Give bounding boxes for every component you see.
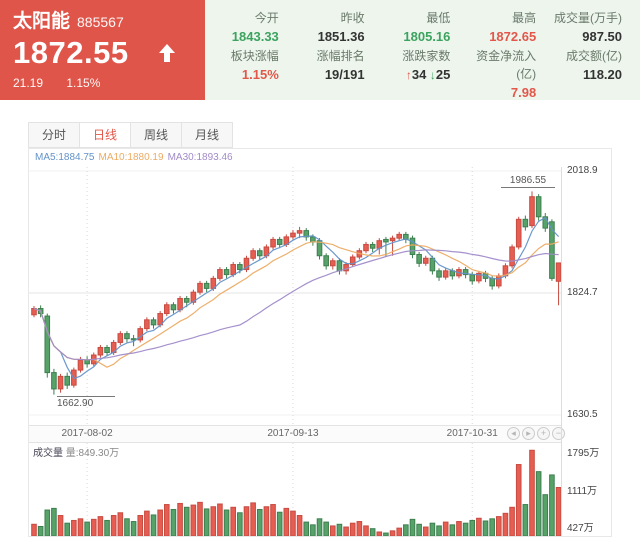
stock-name: 太阳能 — [13, 11, 71, 32]
up-arrow-icon — [158, 44, 175, 62]
up-count: 34 — [411, 67, 430, 82]
date-axis: 2017-08-02 2017-09-13 2017-10-31 — [29, 425, 561, 443]
ma-label-10: MA10:1880.19 — [98, 152, 164, 163]
price-axis-label: 1630.5 — [567, 409, 598, 420]
stat-cell: 今开 1843.33 — [205, 9, 291, 47]
candlestick-plot[interactable] — [29, 167, 561, 425]
stat-value: 1851.36 — [317, 29, 365, 44]
date-tick: 2017-10-31 — [446, 428, 498, 439]
stat-label: 资金净流入(亿) — [476, 49, 537, 81]
price-axis-label: 1824.7 — [567, 287, 598, 298]
prev-button[interactable]: ◂ — [507, 427, 520, 440]
tab-monthly[interactable]: 月线 — [181, 122, 233, 148]
ma5-line — [33, 216, 560, 380]
stat-value: 1872.65 — [489, 29, 537, 44]
stock-code: 885567 — [77, 14, 124, 30]
stat-value: 1805.16 — [403, 29, 451, 44]
quote-header: 太阳能 885567 1872.55 21.19 1.15% 今开 1843.33 昨… — [0, 0, 640, 100]
stat-value: 1843.33 — [231, 29, 279, 44]
tab-weekly[interactable]: 周线 — [130, 122, 182, 148]
volume-chart[interactable]: 成交量 量:849.30万 1795万 1111万 427万 — [29, 443, 611, 536]
stock-change-percent: 1.15% — [66, 76, 101, 90]
stats-panel: 今开 1843.33 昨收 1851.36 最低 1805.16 最高 1872.65 成交量(… — [205, 0, 640, 100]
stat-value: 118.20 — [582, 67, 622, 82]
volume-axis-label: 1111万 — [567, 485, 598, 497]
volume-title-name: 成交量 — [33, 448, 63, 459]
stat-label: 板块涨幅 — [230, 49, 279, 63]
stat-value: 1.15% — [241, 67, 279, 82]
stat-label: 最高 — [512, 11, 537, 25]
period-tabs: 分时 日线 周线 月线 — [28, 122, 233, 148]
ma-legend: MA5:1884.75 MA10:1880.19 MA30:1893.46 — [29, 149, 237, 167]
stat-label: 涨幅排名 — [316, 49, 365, 63]
stat-value: 987.50 — [582, 29, 622, 44]
stat-label: 今开 — [254, 11, 279, 25]
up-count-arrow-icon: ↑ — [405, 68, 412, 82]
volume-plot[interactable] — [29, 443, 561, 536]
volume-title: 成交量 量:849.30万 — [33, 444, 119, 459]
next-button[interactable]: ▸ — [522, 427, 535, 440]
price-axis-label: 2018.9 — [567, 165, 598, 176]
ma30-line — [33, 249, 559, 361]
stat-value: 19/191 — [324, 67, 365, 82]
stat-cell: 成交量(万手) 987.50 — [548, 9, 634, 47]
stat-cell: 涨跌家数 ↑34 ↓25 — [377, 47, 463, 103]
stat-label: 昨收 — [340, 11, 365, 25]
ma-label-5: MA5:1884.75 — [35, 152, 95, 163]
stat-cell: 资金净流入(亿) 7.98 — [462, 47, 548, 103]
zoom-in-button[interactable]: + — [537, 427, 550, 440]
stat-label: 涨跌家数 — [402, 49, 451, 63]
stat-cell: 成交额(亿) 118.20 — [548, 47, 634, 103]
stat-value: 7.98 — [510, 85, 537, 100]
volume-last-value: 量:849.30万 — [65, 448, 120, 459]
ma10-line — [33, 241, 559, 368]
volume-axis-label: 1795万 — [567, 448, 600, 459]
down-count: 25 — [435, 67, 451, 82]
candle-chart[interactable]: 1662.90 1986.55 2018.9 1824.7 1630.5 — [29, 165, 611, 425]
ma-label-30: MA30:1893.46 — [167, 152, 233, 163]
down-count-arrow-icon: ↓ — [429, 68, 436, 82]
stat-cell: 板块涨幅 1.15% — [205, 47, 291, 103]
date-tick: 2017-09-13 — [267, 428, 319, 439]
date-tick: 2017-08-02 — [61, 428, 113, 439]
plot-right-border — [561, 167, 562, 536]
stock-change: 21.19 — [13, 76, 44, 90]
stat-cell: 涨幅排名 19/191 — [291, 47, 377, 103]
tab-minute[interactable]: 分时 — [28, 122, 80, 148]
low-annotation: 1662.90 — [57, 395, 115, 409]
stat-cell: 昨收 1851.36 — [291, 9, 377, 47]
stat-label: 成交额(亿) — [566, 49, 622, 63]
high-annotation: 1986.55 — [501, 175, 555, 189]
stat-label: 成交量(万手) — [554, 11, 622, 25]
quote-card: 太阳能 885567 1872.55 21.19 1.15% — [0, 0, 205, 100]
stat-cell: 最低 1805.16 — [377, 9, 463, 47]
stat-cell: 最高 1872.65 — [462, 9, 548, 47]
zoom-out-button[interactable]: − — [552, 427, 565, 440]
chart-nav-controls: ◂ ▸ + − — [505, 427, 565, 440]
stock-price: 1872.55 — [13, 35, 129, 70]
volume-axis-label: 427万 — [567, 523, 594, 534]
chart-widget: MA5:1884.75 MA10:1880.19 MA30:1893.46 1662… — [28, 148, 612, 537]
stat-label: 最低 — [426, 11, 451, 25]
stat-value: ↑34 ↓25 — [377, 65, 451, 85]
tab-daily[interactable]: 日线 — [79, 122, 131, 148]
